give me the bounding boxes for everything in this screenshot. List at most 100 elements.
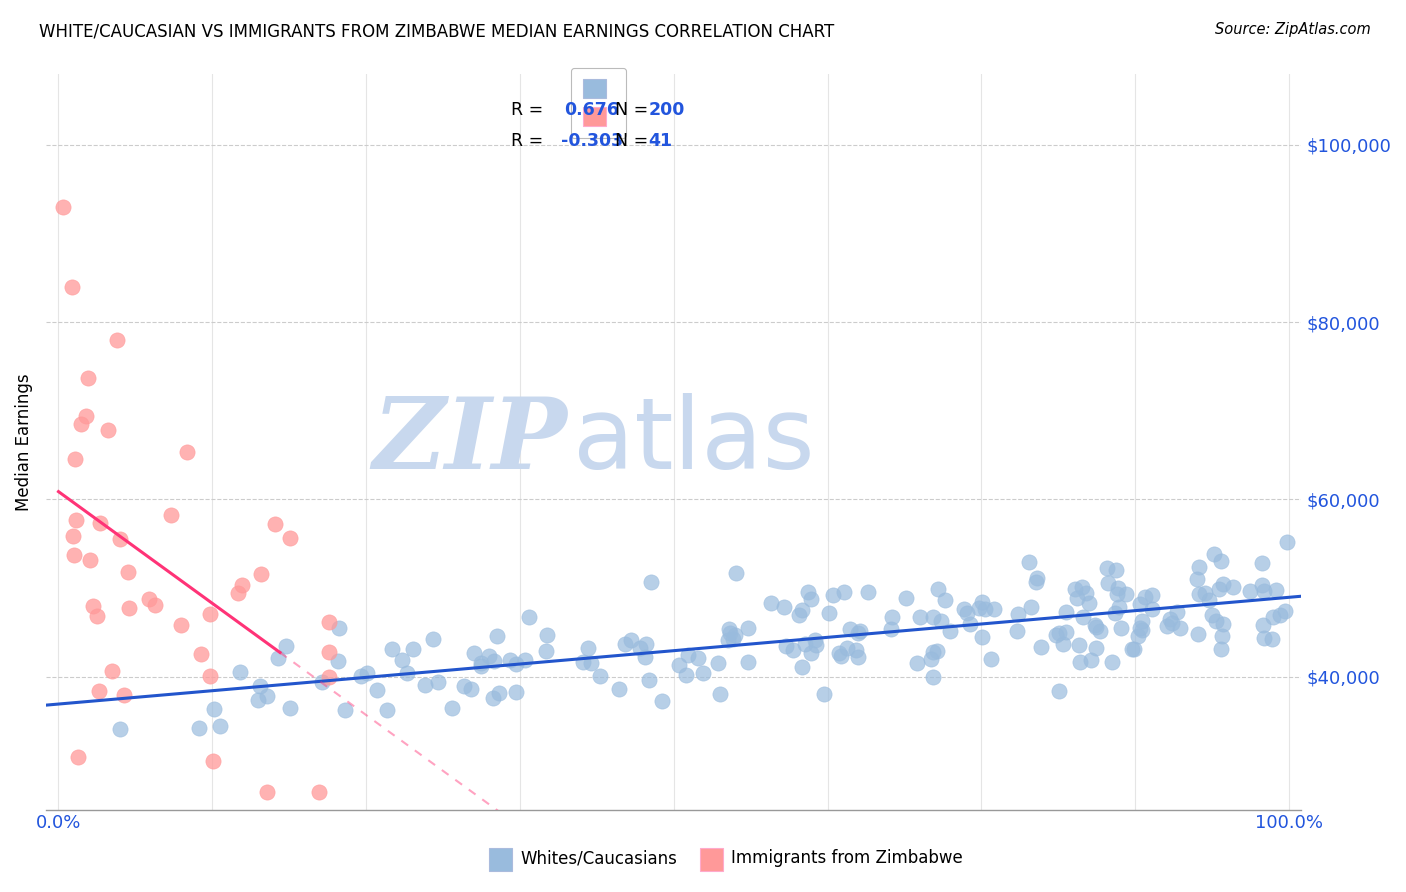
Point [108,722,131,736]
Point [927,644,949,658]
Point [1133,590,1156,604]
Point [60,279,83,293]
Y-axis label: Median Earnings: Median Earnings [15,373,32,510]
Point [800,647,823,661]
Point [176,445,198,459]
Point [89,516,111,530]
Point [1251,618,1274,632]
Point [1121,642,1143,657]
Point [823,588,845,602]
Point [1209,554,1232,568]
Point [256,785,278,799]
Point [800,591,823,606]
Point [308,785,330,799]
Point [1109,621,1132,635]
Point [636,637,658,651]
Point [1064,582,1087,596]
Point [613,638,636,652]
Point [845,643,868,657]
Point [97,424,120,438]
Point [759,596,782,610]
Point [482,654,505,668]
Point [938,624,960,638]
Point [1123,641,1146,656]
Text: Whites/Caucasians: Whites/Caucasians [520,849,678,867]
Point [1047,683,1070,698]
Point [817,606,839,620]
Point [65,513,87,527]
Point [1212,617,1234,632]
Point [1052,637,1074,651]
Point [846,649,869,664]
Point [675,668,697,682]
Point [1187,627,1209,641]
Point [1054,605,1077,619]
Point [87,684,110,698]
Point [571,655,593,669]
Point [267,651,290,665]
Point [318,670,340,684]
Point [112,688,135,702]
Point [159,508,181,522]
Point [797,585,820,599]
Point [76,370,98,384]
Text: atlas: atlas [574,393,815,491]
Point [505,657,527,672]
Point [929,614,952,628]
Point [1250,578,1272,592]
Point [956,606,979,620]
Point [517,610,540,624]
Point [688,650,710,665]
Point [499,653,522,667]
Point [790,603,813,617]
Point [202,702,225,716]
Point [1140,588,1163,602]
Point [1268,608,1291,623]
Point [967,601,990,615]
Point [1070,580,1092,594]
Point [63,452,86,467]
Point [249,679,271,693]
Point [1188,559,1211,574]
Text: R =: R = [510,132,543,150]
Point [402,641,425,656]
Text: N =: N = [614,101,648,119]
Point [488,686,510,700]
Point [274,639,297,653]
Point [187,721,209,735]
Point [1253,584,1275,599]
Point [953,602,976,616]
Point [619,632,641,647]
Point [82,599,104,613]
Point [927,582,949,596]
Point [737,621,759,635]
Point [481,690,503,705]
Point [668,657,690,672]
Point [1054,624,1077,639]
Point [804,638,827,652]
Point [1194,586,1216,600]
Point [922,645,945,659]
Point [970,595,993,609]
Point [463,646,485,660]
Point [718,625,741,640]
Point [1084,620,1107,634]
Point [396,665,419,680]
Point [972,630,994,644]
Point [804,632,827,647]
Point [880,609,903,624]
Point [1045,628,1067,642]
Point [70,417,93,431]
Point [1108,600,1130,615]
Point [377,703,399,717]
Point [782,643,804,657]
Point [75,409,97,423]
Point [470,659,492,673]
Point [67,749,90,764]
Point [1105,587,1128,601]
Point [1185,572,1208,586]
Point [1130,624,1153,638]
Point [1005,624,1028,639]
Point [1071,610,1094,624]
Point [486,629,509,643]
